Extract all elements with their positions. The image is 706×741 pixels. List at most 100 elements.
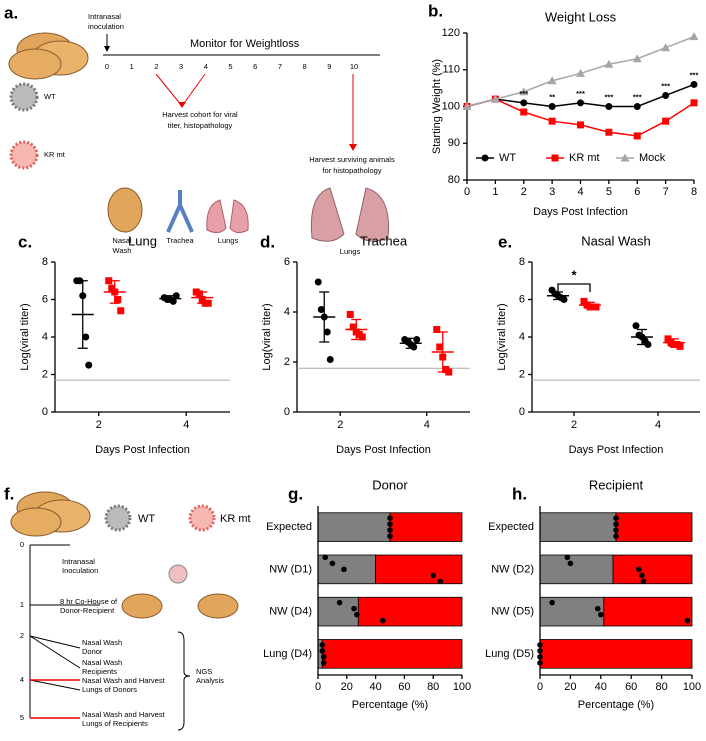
marker bbox=[346, 311, 354, 318]
significance-label: *** bbox=[690, 70, 699, 79]
marker bbox=[195, 290, 203, 298]
label: Harvest surviving animals bbox=[309, 155, 395, 164]
y-tick-label: 0 bbox=[519, 406, 525, 418]
x-tick-label: 4 bbox=[577, 186, 583, 198]
marker bbox=[204, 299, 212, 307]
panel-label: d. bbox=[260, 232, 275, 251]
day-label: 2 bbox=[154, 62, 158, 71]
y-tick-label: Lung (D4) bbox=[263, 648, 312, 660]
y-tick-label: 100 bbox=[442, 100, 460, 112]
y-tick-label: 4 bbox=[42, 331, 48, 343]
day-label: 3 bbox=[179, 62, 183, 71]
x-axis-label: Percentage (%) bbox=[352, 699, 428, 711]
panel-label: a. bbox=[4, 3, 18, 22]
point bbox=[320, 660, 327, 666]
x-axis-label: Days Post Infection bbox=[569, 444, 664, 456]
day-label: 10 bbox=[350, 62, 358, 71]
y-axis-label: Starting Weight (%) bbox=[431, 59, 443, 154]
point bbox=[329, 560, 336, 567]
label: Lungs bbox=[340, 247, 361, 256]
arrow-head bbox=[104, 46, 110, 52]
y-tick-label: 2 bbox=[519, 368, 525, 380]
x-axis-label: Percentage (%) bbox=[578, 699, 654, 711]
point bbox=[322, 554, 329, 561]
marker bbox=[689, 32, 699, 41]
x-tick-label: 40 bbox=[369, 681, 381, 693]
legend-label: KR mt bbox=[569, 152, 600, 164]
y-tick-label: 90 bbox=[448, 137, 460, 149]
virus-icon bbox=[9, 140, 39, 170]
marker bbox=[662, 91, 670, 99]
marker bbox=[520, 108, 528, 116]
label: KR mt bbox=[220, 513, 251, 525]
label: Donor-Recipient bbox=[60, 606, 115, 615]
x-tick-label: 7 bbox=[663, 186, 669, 198]
arrow-head bbox=[349, 144, 357, 151]
label: KR mt bbox=[44, 150, 66, 159]
x-tick-label: 60 bbox=[625, 681, 637, 693]
significance-label: *** bbox=[576, 89, 585, 98]
y-tick-label: 2 bbox=[284, 356, 290, 368]
chart-title: Donor bbox=[372, 477, 408, 492]
y-tick-label: 8 bbox=[519, 256, 525, 268]
marker bbox=[108, 284, 116, 292]
point bbox=[387, 533, 393, 539]
bar-segment bbox=[357, 596, 463, 627]
x-axis-label: Days Post Infection bbox=[533, 206, 628, 218]
x-tick-label: 4 bbox=[183, 419, 189, 431]
marker bbox=[605, 128, 613, 136]
y-tick-label: 4 bbox=[519, 331, 525, 343]
marker bbox=[576, 68, 585, 77]
point bbox=[430, 572, 437, 579]
marker bbox=[632, 54, 642, 63]
marker bbox=[490, 94, 500, 103]
marker bbox=[433, 326, 441, 333]
connector-red bbox=[30, 679, 80, 719]
x-tick-label: 0 bbox=[315, 681, 321, 693]
point bbox=[613, 527, 619, 533]
marker bbox=[690, 80, 698, 88]
x-tick-label: 100 bbox=[683, 681, 701, 693]
y-tick-label: 120 bbox=[442, 27, 460, 39]
label: Harvest cohort for viral bbox=[162, 110, 238, 119]
legend-label: Mock bbox=[639, 152, 666, 164]
x-tick-label: 20 bbox=[564, 681, 576, 693]
panel-label: c. bbox=[18, 232, 32, 251]
y-tick-label: NW (D4) bbox=[269, 606, 312, 618]
day-label: 4 bbox=[20, 675, 24, 684]
point bbox=[636, 566, 642, 573]
label: Wash bbox=[113, 246, 132, 255]
point bbox=[387, 521, 393, 527]
point bbox=[387, 527, 393, 533]
marker bbox=[105, 277, 113, 285]
day-label: 9 bbox=[327, 62, 331, 71]
bar-segment bbox=[539, 512, 617, 542]
hamster-head-icon bbox=[107, 187, 143, 233]
bar-segment bbox=[375, 554, 463, 585]
x-tick-label: 0 bbox=[464, 186, 470, 198]
marker bbox=[172, 292, 180, 300]
y-tick-label: Expected bbox=[266, 521, 312, 533]
point bbox=[437, 578, 444, 585]
marker bbox=[661, 43, 671, 52]
point bbox=[387, 515, 393, 521]
chart-title: Trachea bbox=[360, 233, 408, 248]
marker bbox=[604, 59, 614, 68]
marker bbox=[644, 341, 652, 348]
y-tick-label: 0 bbox=[284, 406, 290, 418]
bar-segment bbox=[389, 512, 463, 542]
marker bbox=[633, 132, 641, 140]
label: 8 hr Co-House of bbox=[60, 597, 118, 606]
marker bbox=[445, 368, 453, 376]
label: Intranasal bbox=[88, 12, 121, 21]
y-axis-label: Log(viral titer) bbox=[19, 303, 31, 370]
label: Inoculation bbox=[62, 566, 98, 575]
marker bbox=[114, 296, 122, 303]
significance-label: *** bbox=[604, 92, 613, 101]
brace bbox=[177, 631, 191, 731]
diagram-f: f. WT KR mt 0 1 2 4 5 Intranasal Inoculation… bbox=[4, 484, 251, 731]
diagram-a: a. Intranasal inoculation Monitor for We… bbox=[4, 3, 395, 256]
significance-label: *** bbox=[633, 92, 642, 101]
label: Intranasal bbox=[62, 557, 95, 566]
point bbox=[564, 554, 571, 561]
